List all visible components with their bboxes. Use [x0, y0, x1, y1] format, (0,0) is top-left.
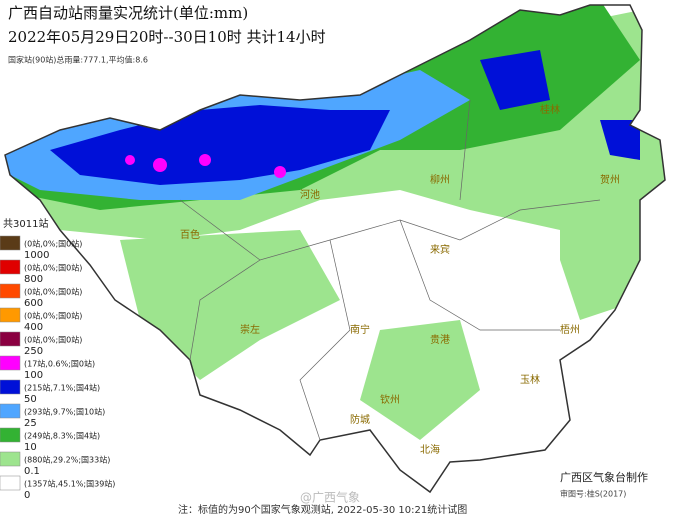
legend-count: (0站,0%;国0站): [24, 311, 82, 321]
legend-count: (880站,29.2%;国33站): [24, 455, 110, 465]
city-label: 柳州: [430, 173, 450, 186]
city-label: 崇左: [240, 323, 260, 336]
legend-count: (215站,7.1%;国4站): [24, 383, 100, 393]
legend-count: (293站,9.7%;国10站): [24, 407, 105, 417]
legend-threshold: 0.1: [24, 466, 40, 477]
legend-count: (0站,0%;国0站): [24, 263, 82, 273]
legend-threshold: 400: [24, 322, 43, 333]
legend-swatch: [0, 283, 21, 299]
legend-threshold: 600: [24, 298, 43, 309]
legend: (0站,0%;国0站)1000(0站,0%;国0站)800(0站,0%;国0站)…: [0, 235, 115, 501]
city-label: 防城: [350, 413, 370, 426]
city-label: 来宾: [430, 243, 450, 256]
legend-swatch: [0, 403, 21, 419]
legend-swatch: [0, 475, 21, 491]
legend-threshold: 10: [24, 442, 37, 453]
legend-total: 共3011站: [3, 217, 48, 230]
legend-count: (249站,8.3%;国4站): [24, 431, 100, 441]
city-label: 玉林: [520, 373, 540, 386]
city-label: 南宁: [350, 323, 370, 336]
legend-count: (1357站,45.1%;国39站): [24, 479, 115, 489]
producer: 广西区气象台制作: [560, 470, 648, 484]
title: 广西自动站雨量实况统计(单位:mm): [8, 4, 248, 22]
city-label: 贵港: [430, 333, 450, 346]
legend-count: (0站,0%;国0站): [24, 335, 82, 345]
legend-threshold: 250: [24, 346, 43, 357]
city-label: 贺州: [600, 174, 620, 186]
legend-swatch: [0, 355, 21, 371]
legend-threshold: 25: [24, 418, 37, 429]
city-label: 河池: [300, 188, 320, 201]
legend-count: (17站,0.6%;国0站): [24, 359, 95, 369]
legend-swatch: [0, 451, 21, 467]
legend-count: (0站,0%;国0站): [24, 287, 82, 297]
summary: 国家站(90站)总雨量:777.1,平均值:8.6: [8, 55, 148, 65]
legend-threshold: 100: [24, 370, 43, 381]
footer-note: 注：标值的为90个国家气象观测站, 2022-05-30 10:21统计试图: [178, 503, 467, 516]
city-label: 北海: [420, 443, 440, 456]
legend-swatch: [0, 427, 21, 443]
legend-threshold: 0: [24, 490, 30, 501]
city-label: 钦州: [380, 394, 400, 406]
legend-threshold: 800: [24, 274, 43, 285]
legend-threshold: 50: [24, 394, 37, 405]
legend-threshold: 1000: [24, 250, 49, 261]
legend-count: (0站,0%;国0站): [24, 239, 82, 249]
city-label: 百色: [180, 228, 200, 241]
legend-swatch: [0, 259, 21, 275]
watermark: @广西气象: [300, 490, 360, 505]
legend-swatch: [0, 331, 21, 347]
legend-swatch: [0, 235, 21, 251]
period: 2022年05月29日20时--30日10时 共计14小时: [8, 28, 326, 46]
legend-swatch: [0, 379, 21, 395]
city-label: 桂林: [540, 103, 560, 116]
legend-swatch: [0, 307, 21, 323]
approval: 审图号:桂S(2017): [560, 489, 626, 499]
city-label: 梧州: [560, 323, 580, 336]
